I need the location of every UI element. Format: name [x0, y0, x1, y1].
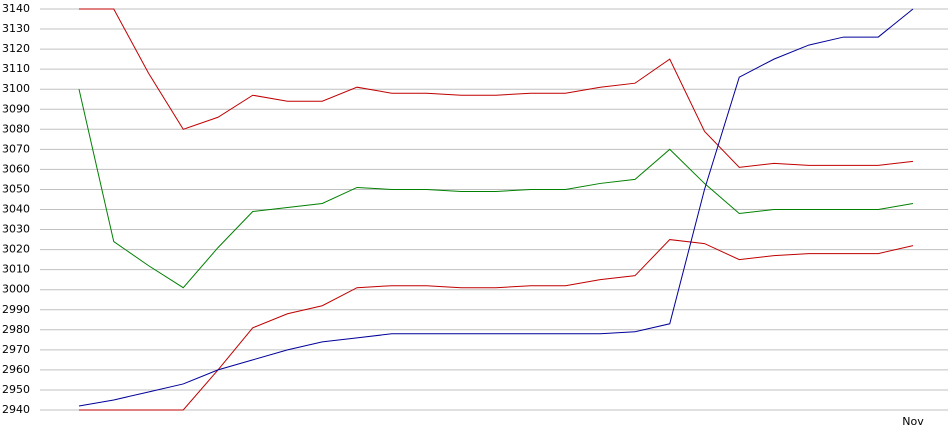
y-tick-label: 2940 [2, 403, 30, 416]
y-tick-label: 3130 [2, 22, 30, 35]
y-tick-label: 3080 [2, 122, 30, 135]
series-line [79, 239, 914, 411]
y-tick-label: 2960 [2, 363, 30, 376]
y-tick-label: 3090 [2, 102, 30, 115]
y-tick-label: 2980 [2, 323, 30, 336]
series-line [78, 89, 914, 289]
series-line [79, 8, 914, 168]
y-tick-label: 3050 [2, 182, 30, 195]
y-tick-label: 3060 [2, 162, 30, 175]
y-tick-label: 3040 [2, 203, 30, 216]
x-tick-label: Nov [902, 415, 924, 428]
y-tick-label: 3020 [2, 243, 30, 256]
y-tick-label: 3100 [2, 82, 30, 95]
y-tick-label: 3070 [2, 142, 30, 155]
y-tick-label: 2950 [2, 383, 30, 396]
y-tick-label: 3030 [2, 223, 30, 236]
y-tick-label: 3000 [2, 283, 30, 296]
y-tick-label: 3140 [2, 2, 30, 15]
y-tick-label: 3120 [2, 42, 30, 55]
y-tick-label: 3110 [2, 62, 30, 75]
y-tick-label: 2970 [2, 343, 30, 356]
y-tick-label: 3010 [2, 263, 30, 276]
y-tick-label: 2990 [2, 303, 30, 316]
series-line [78, 8, 914, 407]
